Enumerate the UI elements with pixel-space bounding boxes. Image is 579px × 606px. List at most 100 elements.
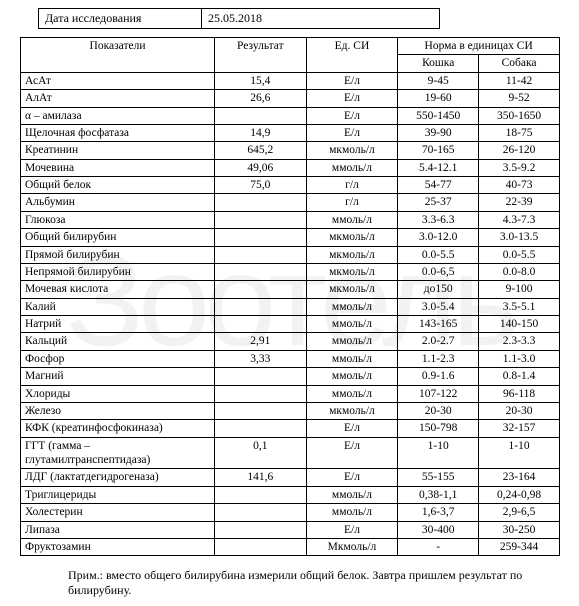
cell-result	[215, 246, 307, 263]
table-row: Натрийммоль/л143-165140-150	[21, 316, 560, 333]
table-row: Альбуминг/л25-3722-39	[21, 194, 560, 211]
cell-norm-dog: 0.0-8.0	[479, 263, 560, 280]
cell-unit: ммоль/л	[306, 486, 398, 503]
cell-unit: мкмоль/л	[306, 142, 398, 159]
table-row: Фосфор3,33ммоль/л1.1-2.31.1-3.0	[21, 350, 560, 367]
cell-indicator: Триглицериды	[21, 486, 215, 503]
cell-norm-dog: 3.5-9.2	[479, 159, 560, 176]
cell-norm-cat: 19-60	[398, 90, 479, 107]
table-row: Хлоридыммоль/л107-12296-118	[21, 385, 560, 402]
cell-result: 14,9	[215, 124, 307, 141]
cell-norm-dog: 0,24-0,98	[479, 486, 560, 503]
table-row: α – амилазаЕ/л550-1450350-1650	[21, 107, 560, 124]
cell-norm-cat: 3.3-6.3	[398, 211, 479, 228]
th-unit: Ед. СИ	[306, 38, 398, 73]
cell-indicator: Железо	[21, 402, 215, 419]
table-row: Триглицериды ммоль/л0,38-1,10,24-0,98	[21, 486, 560, 503]
cell-result	[215, 538, 307, 555]
cell-indicator: Креатинин	[21, 142, 215, 159]
cell-norm-dog: 9-52	[479, 90, 560, 107]
cell-norm-cat: 550-1450	[398, 107, 479, 124]
table-row: Холестеринммоль/л1,6-3,72,9-6,5	[21, 504, 560, 521]
cell-norm-cat: 107-122	[398, 385, 479, 402]
table-row: ЛДГ (лактатдегидрогеназа)141,6Е/л55-1552…	[21, 469, 560, 486]
cell-unit: ммоль/л	[306, 333, 398, 350]
date-value: 25.05.2018	[202, 9, 268, 28]
cell-result	[215, 420, 307, 437]
cell-unit: мкмоль/л	[306, 281, 398, 298]
cell-norm-cat: 143-165	[398, 316, 479, 333]
cell-unit: мкмоль/л	[306, 246, 398, 263]
table-row: Магнийммоль/л0.9-1.60.8-1.4	[21, 368, 560, 385]
cell-norm-cat: 0.0-6,5	[398, 263, 479, 280]
cell-norm-cat: 1.1-2.3	[398, 350, 479, 367]
cell-indicator: Альбумин	[21, 194, 215, 211]
cell-indicator: Фосфор	[21, 350, 215, 367]
table-row: Щелочная фосфатаза14,9Е/л39-9018-75	[21, 124, 560, 141]
cell-result	[215, 521, 307, 538]
table-row: АсАт15,4Е/л9-4511-42	[21, 72, 560, 89]
cell-norm-cat: 55-155	[398, 469, 479, 486]
table-row: Общий белок75,0г/л54-7740-73	[21, 177, 560, 194]
cell-indicator: Щелочная фосфатаза	[21, 124, 215, 141]
cell-unit: Е/л	[306, 420, 398, 437]
cell-indicator: Мочевина	[21, 159, 215, 176]
table-row: Прямой билирубинмкмоль/л0.0-5.50.0-5.5	[21, 246, 560, 263]
table-row: Железомкмоль/л20-3020-30	[21, 402, 560, 419]
cell-result	[215, 194, 307, 211]
cell-result	[215, 211, 307, 228]
table-row: Общий билирубинмкмоль/л3.0-12.03.0-13.5	[21, 229, 560, 246]
th-result: Результат	[215, 38, 307, 73]
cell-result: 3,33	[215, 350, 307, 367]
cell-norm-cat: 30-400	[398, 521, 479, 538]
cell-norm-cat: 20-30	[398, 402, 479, 419]
cell-unit: ммоль/л	[306, 159, 398, 176]
cell-norm-cat: 25-37	[398, 194, 479, 211]
cell-norm-cat: 0.9-1.6	[398, 368, 479, 385]
cell-result: 75,0	[215, 177, 307, 194]
table-row: АлАт26,6Е/л19-609-52	[21, 90, 560, 107]
cell-norm-dog: 11-42	[479, 72, 560, 89]
cell-unit: ммоль/л	[306, 504, 398, 521]
cell-indicator: Натрий	[21, 316, 215, 333]
cell-indicator: АсАт	[21, 72, 215, 89]
cell-norm-cat: 70-165	[398, 142, 479, 159]
cell-norm-dog: 2,9-6,5	[479, 504, 560, 521]
cell-norm-cat: 0.0-5.5	[398, 246, 479, 263]
cell-unit: Е/л	[306, 90, 398, 107]
cell-indicator: Хлориды	[21, 385, 215, 402]
cell-norm-dog: 2.3-3.3	[479, 333, 560, 350]
footnote: Прим.: вместо общего билирубина измерили…	[68, 568, 551, 598]
cell-indicator: Прямой билирубин	[21, 246, 215, 263]
cell-indicator: Магний	[21, 368, 215, 385]
cell-indicator: Общий билирубин	[21, 229, 215, 246]
cell-indicator: Кальций	[21, 333, 215, 350]
cell-result: 2,91	[215, 333, 307, 350]
cell-norm-dog: 26-120	[479, 142, 560, 159]
cell-norm-cat: 0,38-1,1	[398, 486, 479, 503]
th-norm-group: Норма в единицах СИ	[398, 38, 560, 55]
cell-result	[215, 263, 307, 280]
cell-norm-dog: 40-73	[479, 177, 560, 194]
cell-unit: Е/л	[306, 469, 398, 486]
cell-indicator: α – амилаза	[21, 107, 215, 124]
date-row: Дата исследования 25.05.2018	[38, 8, 440, 29]
cell-norm-dog: 9-100	[479, 281, 560, 298]
cell-unit: ммоль/л	[306, 350, 398, 367]
cell-indicator: ГГТ (гамма – глутамилтранспептидаза)	[21, 437, 215, 469]
table-row: Кальций2,91ммоль/л2.0-2.72.3-3.3	[21, 333, 560, 350]
cell-norm-cat: 1,6-3,7	[398, 504, 479, 521]
cell-result	[215, 368, 307, 385]
cell-indicator: КФК (креатинфосфокиназа)	[21, 420, 215, 437]
cell-result: 49,06	[215, 159, 307, 176]
th-cat: Кошка	[398, 55, 479, 72]
date-label: Дата исследования	[39, 9, 202, 28]
cell-indicator: ЛДГ (лактатдегидрогеназа)	[21, 469, 215, 486]
cell-result: 645,2	[215, 142, 307, 159]
cell-unit: ммоль/л	[306, 385, 398, 402]
cell-result	[215, 385, 307, 402]
cell-norm-dog: 1-10	[479, 437, 560, 469]
cell-norm-dog: 0.8-1.4	[479, 368, 560, 385]
cell-indicator: Калий	[21, 298, 215, 315]
cell-unit: мкмоль/л	[306, 229, 398, 246]
